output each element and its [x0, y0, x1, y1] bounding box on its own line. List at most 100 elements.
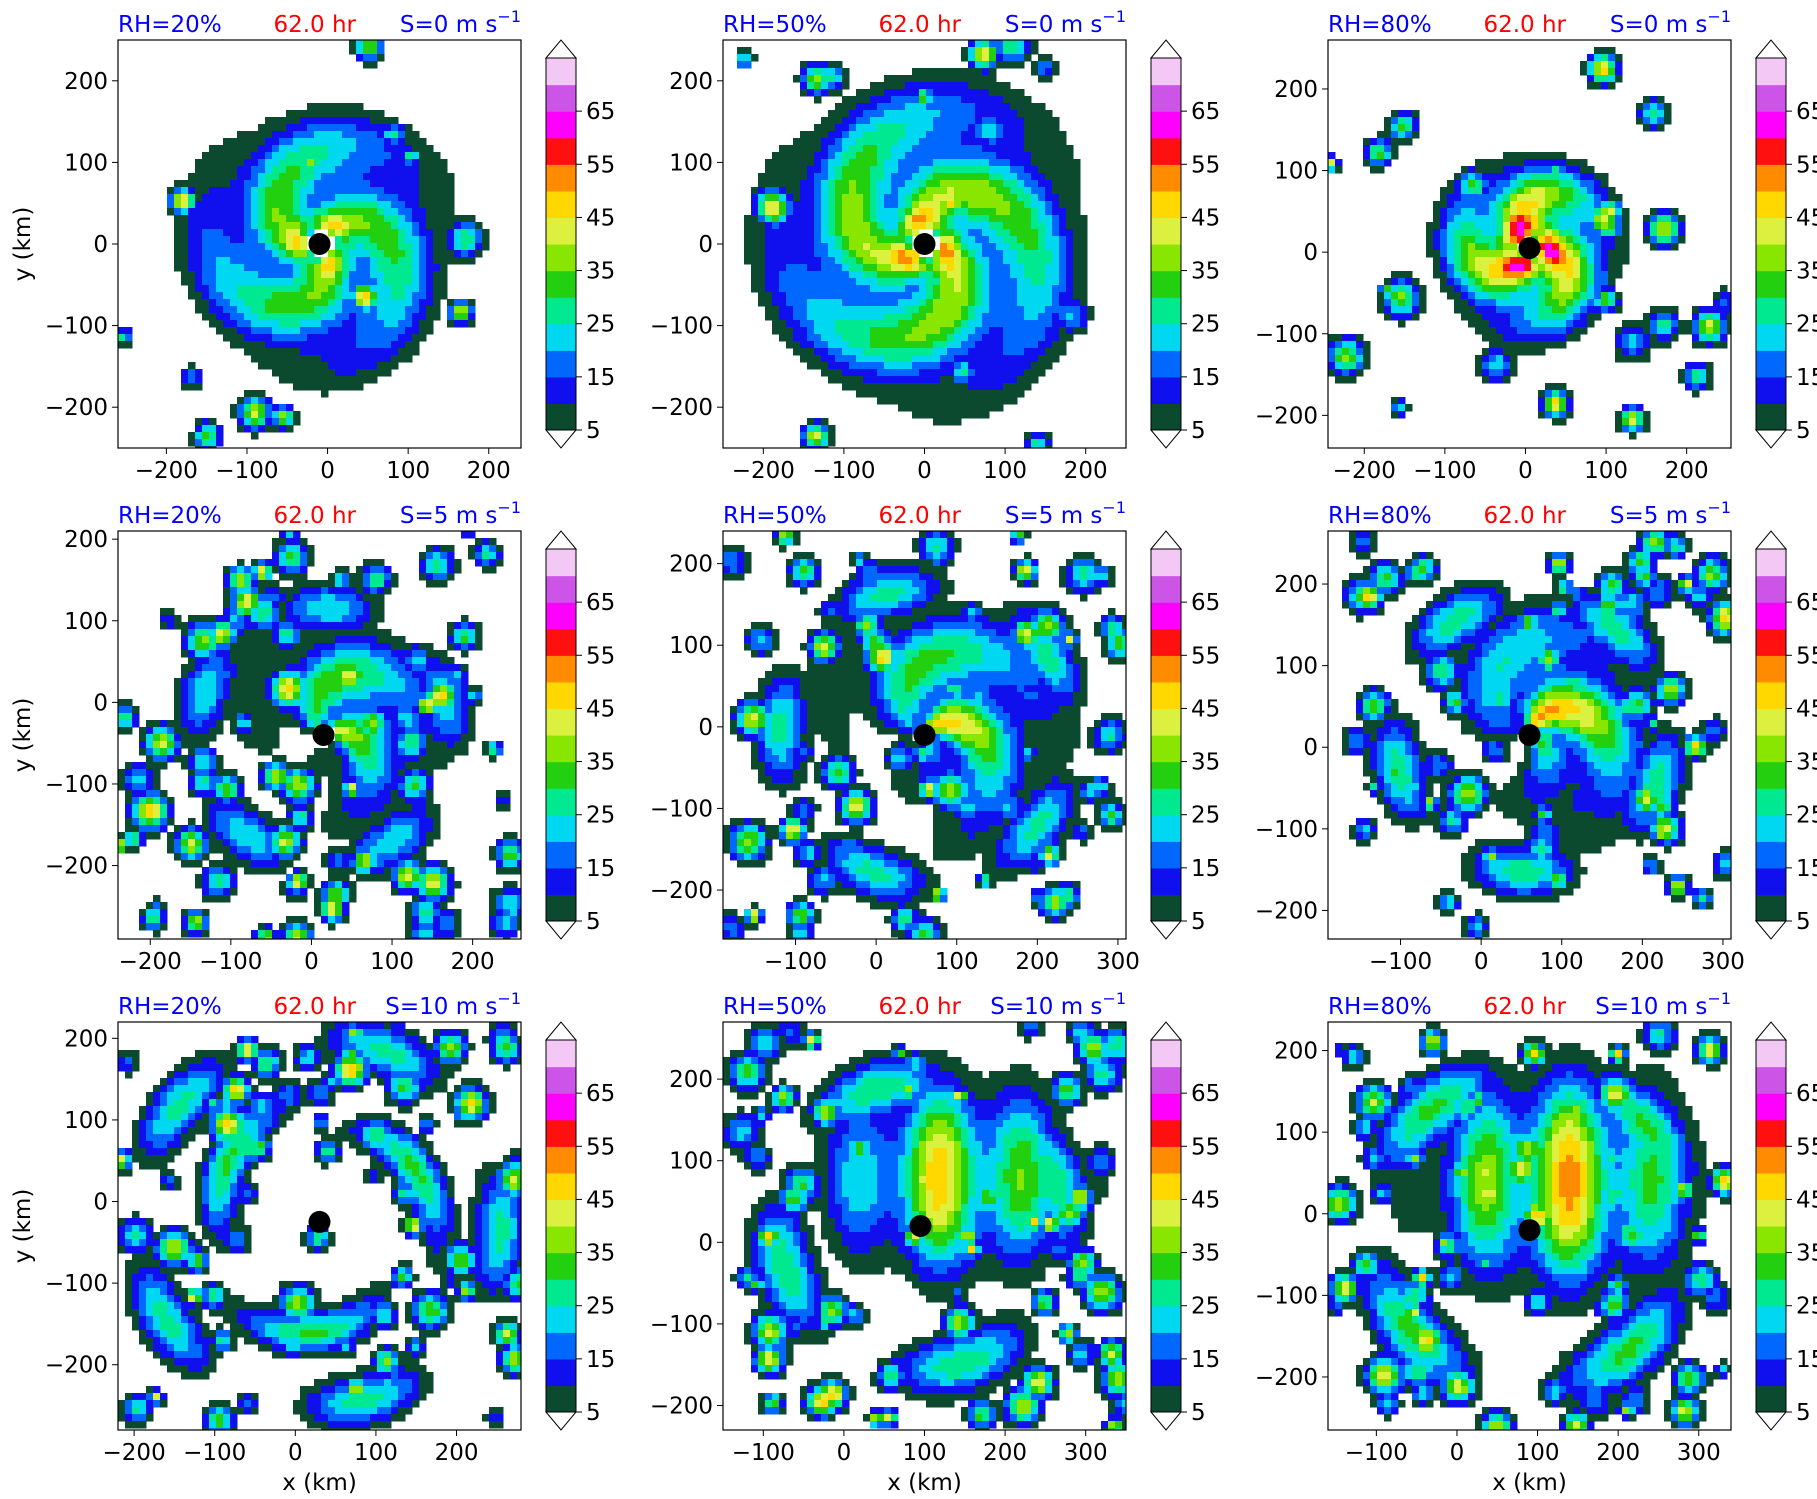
colorbar: 5 15 25 35 45 55 65 — [1149, 1021, 1220, 1431]
colorbar-tick-label: 5 — [586, 909, 601, 935]
x-tick-label: 0 — [288, 1440, 303, 1466]
colorbar-extend-max — [1754, 530, 1788, 550]
storm-center-marker — [1518, 237, 1541, 260]
colorbar-segment — [1151, 1305, 1181, 1333]
colorbar-segment — [1756, 894, 1786, 922]
colorbar: 5 15 25 35 45 55 65 — [1754, 1021, 1817, 1431]
panel-9: −100 0 100 200 300 −200 −100 0 100 200 x (km) RH=80… — [1255, 989, 1817, 1496]
colorbar: 5 15 25 35 45 55 65 — [544, 39, 615, 449]
colorbar-segment — [1756, 708, 1786, 736]
x-tick-label: 0 — [1450, 1440, 1465, 1466]
colorbar-segment — [1756, 814, 1786, 842]
colorbar-segment — [1151, 549, 1181, 577]
colorbar-segment — [1756, 1305, 1786, 1333]
colorbar-tick-label: 35 — [1191, 1241, 1220, 1267]
colorbar-tick-label: 45 — [1191, 696, 1220, 722]
colorbar-tick-label: 45 — [586, 696, 615, 722]
y-tick-label: 100 — [669, 1149, 713, 1175]
colorbar-segment — [1151, 841, 1181, 869]
y-tick-label: −200 — [1255, 403, 1318, 429]
y-tick-label: 0 — [698, 232, 713, 258]
y-tick-label: 200 — [669, 69, 713, 95]
y-tick-label: −200 — [1255, 1365, 1318, 1391]
colorbar-segment — [546, 190, 576, 219]
colorbar-segment — [1756, 297, 1786, 325]
x-tick-label: 100 — [1540, 949, 1584, 975]
colorbar: 5 15 25 35 45 55 65 — [1149, 39, 1220, 449]
rh-label: RH=80% — [1328, 503, 1432, 529]
colorbar-segment — [1151, 788, 1181, 816]
colorbar-tick-label: 5 — [1191, 418, 1206, 444]
colorbar-segment — [1151, 403, 1181, 431]
colorbar-segment — [546, 1226, 576, 1254]
x-tick-label: 100 — [983, 458, 1027, 484]
colorbar-segment — [546, 735, 576, 763]
colorbar-tick-label: 45 — [1191, 1187, 1220, 1213]
colorbar-segment — [546, 217, 576, 245]
colorbar-tick-label: 25 — [1191, 1294, 1220, 1320]
x-tick-label: 0 — [869, 949, 884, 975]
colorbar-frame — [1755, 1039, 1787, 1413]
colorbar-extend-min — [544, 920, 578, 940]
y-tick-label: −200 — [45, 1353, 108, 1379]
colorbar-segment — [1756, 1385, 1786, 1413]
colorbar-tick-label: 15 — [586, 365, 615, 391]
colorbar-segment — [546, 1279, 576, 1307]
shear-label-text: S=0 m s — [1610, 12, 1708, 38]
shear-label-text: S=10 m s — [385, 994, 497, 1020]
colorbar-segment — [546, 1146, 576, 1174]
colorbar-tick-label: 55 — [1191, 1134, 1220, 1160]
colorbar-segment — [1756, 575, 1786, 603]
colorbar-segment — [1756, 190, 1786, 219]
colorbar-segment — [1151, 735, 1181, 763]
colorbar-segment — [1151, 761, 1181, 789]
colorbar-segment — [1756, 1199, 1786, 1227]
colorbar-tick-label: 55 — [586, 152, 615, 178]
colorbar-tick-label: 35 — [586, 259, 615, 285]
storm-center-marker — [308, 233, 331, 255]
y-tick-label: 0 — [1303, 240, 1318, 266]
colorbar-extend-min — [1754, 920, 1788, 940]
colorbar-segment — [1756, 602, 1786, 630]
colorbar-segment — [1151, 1172, 1181, 1201]
colorbar-segment — [1151, 894, 1181, 922]
colorbar-segment — [1151, 655, 1181, 683]
x-tick-label: 100 — [370, 949, 414, 975]
colorbar-tick-label: 5 — [1796, 418, 1811, 444]
colorbar-segment — [1756, 137, 1786, 165]
colorbar-extend-max — [544, 1021, 578, 1041]
colorbar-segment — [1151, 297, 1181, 325]
y-tick-label: 200 — [64, 527, 108, 553]
x-tick-label: −100 — [764, 949, 827, 975]
rh-label: RH=50% — [723, 994, 827, 1020]
time-label: 62.0 hr — [878, 503, 961, 529]
colorbar-segment — [1151, 575, 1181, 603]
colorbar-tick-label: 25 — [1796, 1294, 1817, 1320]
colorbar-segment — [546, 350, 576, 378]
colorbar-tick-label: 35 — [586, 750, 615, 776]
plot-frame — [117, 1021, 522, 1431]
x-tick-label: 300 — [1064, 1440, 1108, 1466]
colorbar-segment — [1756, 655, 1786, 683]
colorbar-segment — [1756, 244, 1786, 272]
y-tick-label: 200 — [64, 69, 108, 95]
x-tick-label: 100 — [1516, 1440, 1560, 1466]
x-tick-label: −100 — [199, 949, 262, 975]
shear-label-exponent: −1 — [497, 498, 521, 517]
rh-label: RH=20% — [118, 503, 222, 529]
shear-label: S=0 m s−1 — [1005, 7, 1126, 38]
plot-frame — [1327, 39, 1732, 449]
colorbar-tick-label: 25 — [586, 803, 615, 829]
x-tick-label: 200 — [1064, 458, 1108, 484]
x-tick-label: 300 — [1701, 949, 1745, 975]
colorbar-tick-label: 25 — [1191, 803, 1220, 829]
colorbar: 5 15 25 35 45 55 65 — [1754, 530, 1817, 940]
colorbar-frame — [1755, 548, 1787, 922]
shear-label: S=5 m s−1 — [400, 498, 521, 529]
colorbar-segment — [546, 575, 576, 603]
x-tick-label: −200 — [103, 1440, 166, 1466]
x-axis-label: x (km) — [1492, 1470, 1567, 1496]
colorbar-tick-label: 15 — [586, 856, 615, 882]
x-tick-label: 100 — [386, 458, 430, 484]
storm-center-marker — [1518, 1219, 1541, 1242]
